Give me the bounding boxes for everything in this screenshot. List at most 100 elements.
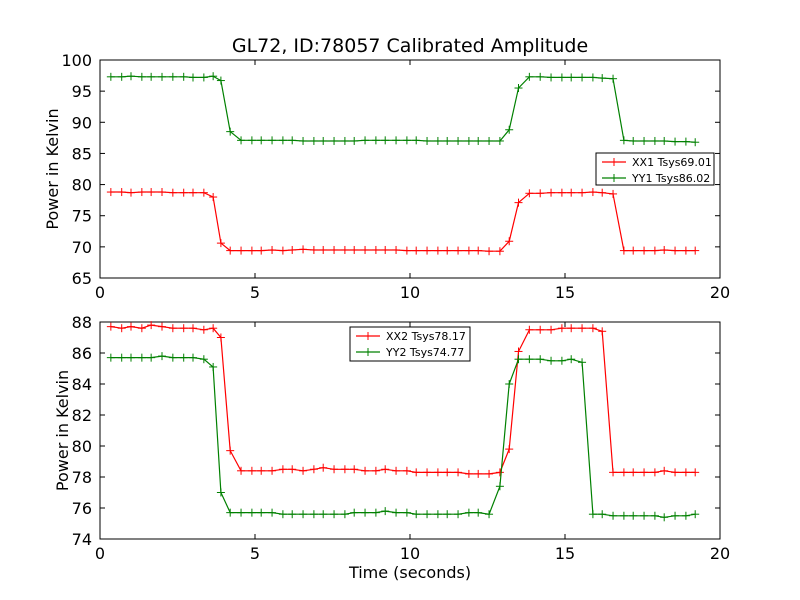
- data-point: [567, 355, 576, 364]
- legend-label: YY1 Tsys86.02: [631, 172, 710, 185]
- data-point: [237, 246, 246, 255]
- data-point: [691, 138, 700, 147]
- data-point: [650, 136, 659, 145]
- data-point: [578, 73, 587, 82]
- data-point: [247, 246, 256, 255]
- data-point: [127, 322, 135, 331]
- data-point: [158, 188, 166, 197]
- data-point: [350, 465, 359, 474]
- legend: XX2 Tsys78.17 YY2 Tsys74.77: [349, 326, 471, 362]
- y-tick-label: 80: [72, 437, 92, 456]
- data-point: [371, 245, 380, 254]
- bottom-panel: 0 5 10 15 20 74 76 78 80 82 84 86 88 Power in Kelvin X…: [53, 313, 730, 563]
- data-point: [609, 468, 618, 477]
- data-point: [474, 136, 483, 145]
- data-point: [412, 468, 421, 477]
- data-point: [257, 508, 266, 517]
- data-point: [340, 465, 349, 474]
- data-point: [257, 466, 266, 475]
- data-point: [474, 508, 483, 517]
- data-point: [588, 73, 597, 82]
- y-tick-label: 74: [72, 530, 92, 549]
- data-point: [147, 353, 156, 362]
- data-point: [319, 136, 328, 145]
- data-point: [257, 246, 266, 255]
- data-point: [547, 325, 556, 334]
- data-point: [640, 246, 649, 255]
- data-point: [557, 324, 566, 333]
- data-point: [619, 246, 628, 255]
- data-point: [464, 508, 473, 517]
- data-point: [209, 72, 218, 81]
- data-point: [443, 246, 452, 255]
- data-point: [106, 322, 115, 331]
- data-point: [619, 468, 628, 477]
- data-point: [199, 325, 208, 334]
- y-tick-label: 65: [72, 269, 92, 288]
- data-point: [640, 468, 649, 477]
- data-point: [340, 136, 349, 145]
- data-point: [660, 245, 669, 254]
- data-point: [361, 508, 370, 517]
- data-point: [216, 488, 225, 497]
- y-axis-label: Power in Kelvin: [43, 108, 62, 229]
- data-point: [199, 188, 208, 197]
- data-point: [199, 73, 208, 82]
- data-point: [237, 508, 246, 517]
- data-point: [309, 245, 318, 254]
- data-point: [660, 136, 669, 145]
- data-point: [619, 511, 628, 520]
- data-point: [505, 237, 514, 246]
- data-point: [137, 324, 146, 333]
- data-point: [392, 136, 401, 145]
- data-point: [288, 136, 297, 145]
- data-point: [514, 198, 523, 207]
- data-point: [216, 239, 225, 248]
- data-point: [433, 136, 442, 145]
- data-point: [288, 465, 297, 474]
- x-tick-label: 0: [95, 544, 105, 563]
- data-point: [216, 333, 225, 342]
- data-point: [137, 188, 146, 197]
- data-point: [505, 125, 514, 134]
- data-point: [464, 136, 473, 145]
- data-point: [609, 511, 618, 520]
- data-point: [433, 510, 442, 519]
- data-point: [106, 188, 115, 197]
- x-tick-label: 15: [555, 283, 575, 302]
- data-point: [402, 508, 411, 517]
- data-point: [209, 324, 218, 333]
- x-tick-label: 15: [555, 544, 575, 563]
- x-tick-label: 5: [250, 283, 260, 302]
- legend-entry: YY2 Tsys74.77: [356, 346, 464, 359]
- top-panel: 0 5 10 15 20 65 70 75 80 85 90 95 100 Power in Kelvin…: [43, 51, 730, 302]
- data-point: [433, 468, 442, 477]
- data-point: [578, 324, 587, 333]
- data-point: [402, 466, 411, 475]
- data-point: [158, 352, 166, 361]
- data-point: [402, 246, 411, 255]
- data-point: [567, 73, 576, 82]
- data-point: [443, 468, 452, 477]
- data-point: [371, 508, 380, 517]
- data-point: [681, 246, 690, 255]
- data-point: [216, 76, 225, 85]
- legend: XX1 Tsys69.01 YY1 Tsys86.02: [595, 152, 715, 186]
- data-point: [536, 189, 545, 198]
- legend-entry: YY1 Tsys86.02: [602, 172, 710, 185]
- y-tick-label: 76: [72, 499, 92, 518]
- data-point: [137, 72, 146, 81]
- data-point: [598, 327, 607, 336]
- data-point: [547, 188, 556, 197]
- data-point: [423, 510, 432, 519]
- x-tick-label: 20: [710, 283, 730, 302]
- series-1: [106, 321, 700, 478]
- data-point: [319, 510, 328, 519]
- data-point: [168, 353, 177, 362]
- data-point: [189, 353, 197, 362]
- x-tick-label: 10: [400, 283, 420, 302]
- data-point: [660, 466, 669, 475]
- data-point: [454, 136, 463, 145]
- data-point: [106, 353, 115, 362]
